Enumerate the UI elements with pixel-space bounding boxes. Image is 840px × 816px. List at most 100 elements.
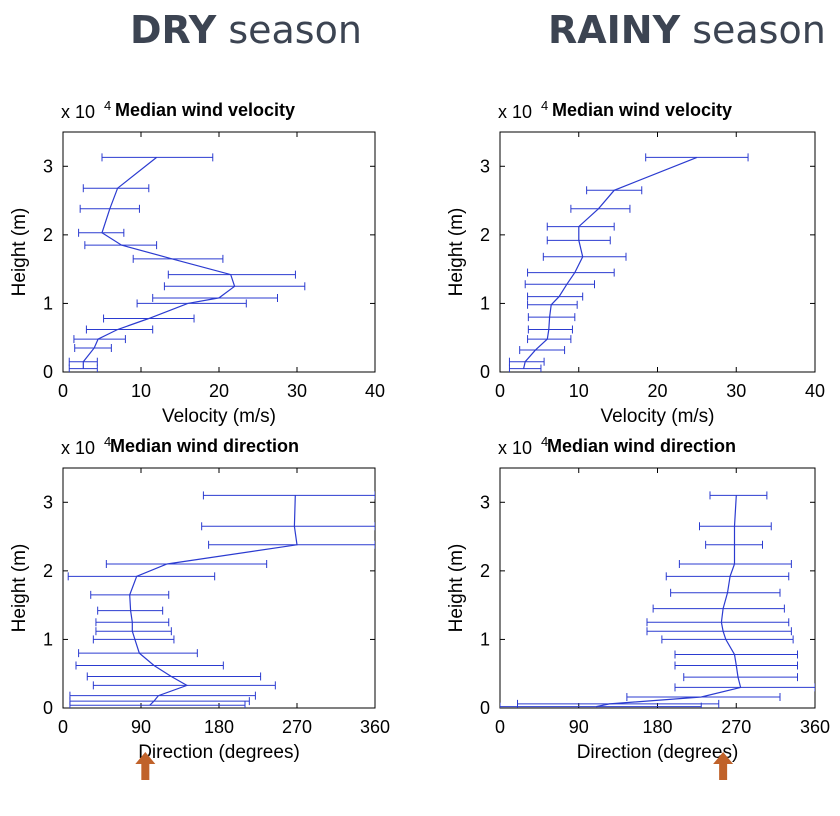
dry-direction-xtick-label: 0 [58,717,68,737]
rainy-direction-errorbar [661,635,794,644]
rainy-velocity-errorbar [527,292,584,301]
dry-velocity-errorbar [136,299,247,308]
dry-velocity-exp-power: 4 [104,98,111,113]
rainy-direction-errorbar [646,618,790,627]
rainy-velocity-xtick-label: 30 [726,381,746,401]
dry-season-title: DRY season [130,8,362,52]
dry-velocity-errorbar [82,184,150,193]
rainy-direction-xtick-label: 0 [495,717,505,737]
rainy-velocity-errorbar [542,252,627,261]
rainy-velocity-series [508,153,749,372]
rainy-direction-arrow-shape [713,752,734,780]
rainy-direction-errorbar [683,673,798,682]
dry-velocity-errorbar [74,344,112,352]
dry-velocity-xtick-label: 20 [209,381,229,401]
dry-velocity-xlabel: Velocity (m/s) [162,406,276,427]
dry-direction-arrow-icon [135,752,156,780]
rainy-velocity-ytick-label: 2 [480,225,490,245]
rainy-velocity-errorbar [527,313,576,322]
dry-velocity-xtick-label: 10 [131,381,151,401]
rainy-velocity-exp-label: x 10 [498,102,532,122]
dry-direction-ytick-label: 1 [43,629,53,649]
rainy-velocity-xtick-label: 10 [569,381,589,401]
dry-direction-errorbar [105,560,268,568]
dry-direction-ytick-label: 2 [43,561,53,581]
dry-direction-errorbar [202,491,375,500]
dry-direction-errorbar [69,697,250,706]
dry-velocity-frame [62,131,376,373]
dry-direction-errorbar [95,627,172,636]
rainy-velocity-ytick-label: 3 [480,156,490,176]
dry-direction-errorbar [78,649,198,658]
rainy-velocity-errorbar [508,357,545,366]
rainy-direction-errorbar [517,699,720,708]
rainy-direction-ytick-label: 2 [480,561,490,581]
rainy-velocity-errorbar [570,204,631,213]
dry-velocity-exp-label: x 10 [61,102,95,122]
dry-direction-xtick-label: 180 [204,717,234,737]
rainy-velocity-xtick-label: 0 [495,381,505,401]
dry-velocity-errorbar [85,325,154,334]
dry-velocity-ytick-label: 2 [43,225,53,245]
dry-velocity-median-line [82,156,236,369]
rainy-direction-arrow-icon [713,752,734,780]
rainy-season-title: RAINY season [548,8,826,52]
rainy-season-title-strong: RAINY [548,8,681,52]
dry-velocity-ytick-label: 1 [43,293,53,313]
rainy-direction-errorbar [674,683,815,692]
rainy-velocity-median-line [523,156,698,369]
dry-velocity-ytick-label: 0 [43,362,53,382]
rainy-velocity-ylabel: Height (m) [446,208,467,297]
rainy-direction-xtick-label: 360 [800,717,830,737]
dry-velocity-errorbar [152,293,278,302]
rainy-direction-errorbar [670,588,781,597]
dry-direction-exp-power: 4 [104,434,111,449]
dry-velocity-errorbar [132,254,224,263]
rainy-velocity-xtick-label: 20 [647,381,667,401]
rainy-direction-errorbar [709,491,768,500]
dry-velocity-xtick-label: 0 [58,381,68,401]
rainy-velocity-errorbar [527,335,572,344]
dry-direction-series [67,491,375,708]
rainy-direction-title: Median wind direction [547,436,736,456]
rainy-velocity-errorbar [519,346,566,355]
dry-direction-frame [62,467,376,709]
dry-direction-arrow-shape [135,752,156,780]
rainy-direction-errorbar [699,522,772,531]
rainy-direction-chart: 0 90 180 270 360 0 1 2 3 Direction (degrees) Heigh… [446,434,830,780]
dry-direction-median-line [129,495,298,706]
dry-velocity-errorbar [167,270,296,279]
dry-direction-exp-label: x 10 [61,438,95,458]
rainy-velocity-xtick-label: 40 [805,381,825,401]
dry-direction-xtick-label: 270 [282,717,312,737]
rainy-direction-errorbar [678,560,792,568]
dry-direction-errorbar [208,540,375,549]
rainy-velocity-ytick-label: 0 [480,362,490,382]
rainy-direction-exp-label: x 10 [498,438,532,458]
dry-velocity-ylabel: Height (m) [9,208,30,297]
dry-direction-errorbar [67,572,216,581]
dry-velocity-ytick-label: 3 [43,156,53,176]
rainy-direction-series [500,491,815,708]
rainy-velocity-errorbar [508,364,542,372]
rainy-velocity-errorbar [527,300,578,309]
rainy-direction-xlabel: Direction (degrees) [577,742,739,763]
dry-velocity-xtick-label: 30 [287,381,307,401]
rainy-direction-ytick-label: 1 [480,629,490,649]
dry-velocity-series [68,153,306,372]
dry-direction-ytick-label: 0 [43,698,53,718]
rainy-direction-xtick-label: 180 [642,717,672,737]
rainy-velocity-title: Median wind velocity [552,100,732,120]
rainy-velocity-xlabel: Velocity (m/s) [600,406,714,427]
dry-direction-ytick-label: 3 [43,492,53,512]
rainy-direction-errorbar [646,627,792,636]
rainy-velocity-chart: 0 10 20 30 40 0 1 2 3 Velocity (m/s) Height (m) x 1… [446,98,825,427]
rainy-direction-ytick-label: 3 [480,492,490,512]
dry-direction-ylabel: Height (m) [9,544,30,633]
dry-velocity-errorbar [78,228,125,237]
dry-velocity-errorbar [73,335,126,344]
rainy-direction-ylabel: Height (m) [446,544,467,633]
rainy-velocity-errorbar [524,280,595,289]
dry-direction-xtick-label: 90 [131,717,151,737]
